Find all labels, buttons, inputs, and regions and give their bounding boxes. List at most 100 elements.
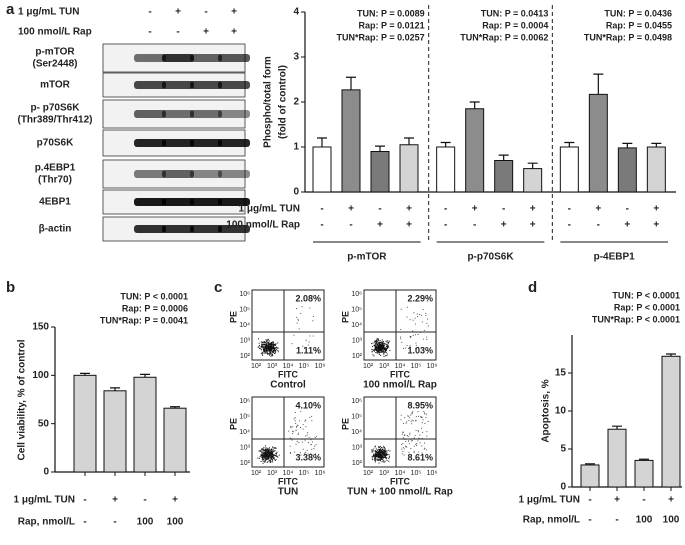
- x-tick-label: p-4EBP1: [594, 252, 636, 263]
- quadrant-percent: 2.29%: [407, 293, 433, 303]
- cell-event: [376, 454, 378, 456]
- cell-event: [267, 344, 269, 346]
- cell-event: [374, 340, 376, 342]
- cell-event: [380, 454, 382, 456]
- cell-event: [277, 456, 279, 458]
- error-bar: [469, 101, 480, 109]
- cell-event: [373, 454, 375, 456]
- cell-event: [378, 453, 380, 455]
- cell-event: [400, 336, 402, 338]
- cell-event: [275, 447, 277, 449]
- cell-event: [272, 355, 274, 357]
- cell-event: [267, 461, 269, 463]
- cell-event: [408, 415, 410, 417]
- x-tick-label: 10⁵: [299, 470, 310, 477]
- cell-event: [388, 456, 390, 458]
- cell-event: [380, 456, 382, 458]
- bar: [341, 89, 361, 193]
- cell-event: [400, 329, 402, 331]
- cell-event: [382, 453, 384, 455]
- cell-event: [376, 350, 378, 352]
- condition-mark: -: [588, 515, 591, 526]
- cell-event: [423, 442, 425, 444]
- cell-event: [311, 448, 313, 450]
- cell-event: [427, 318, 429, 320]
- cell-event: [264, 455, 266, 457]
- condition-mark: -: [204, 7, 207, 18]
- cell-event: [426, 336, 428, 338]
- condition-mark: +: [406, 204, 412, 215]
- cell-event: [265, 342, 267, 344]
- cell-event: [269, 351, 271, 353]
- cell-event: [373, 458, 375, 460]
- cell-event: [376, 343, 378, 345]
- cell-event: [378, 456, 380, 458]
- cell-event: [265, 345, 267, 347]
- y-tick-label: 10⁴: [239, 429, 250, 436]
- y-tick-label: 10³: [352, 337, 363, 344]
- cell-event: [419, 434, 421, 436]
- cell-event: [267, 342, 269, 344]
- cell-event: [264, 457, 266, 459]
- cell-event: [378, 347, 380, 349]
- cell-event: [273, 455, 275, 457]
- cell-event: [267, 347, 269, 349]
- condition-mark: +: [231, 7, 237, 18]
- cell-event: [273, 454, 275, 456]
- cell-event: [414, 334, 416, 336]
- plot-caption: TUN + 100 nmol/L Rap: [347, 487, 453, 498]
- x-tick-label: 10⁴: [395, 470, 406, 477]
- error-bar: [110, 387, 120, 391]
- cell-event: [265, 349, 267, 351]
- cell-event: [265, 347, 267, 349]
- cell-event: [274, 350, 276, 352]
- cell-event: [297, 318, 299, 320]
- cell-event: [309, 416, 311, 418]
- y-tick-label: 10⁴: [351, 322, 362, 329]
- cell-event: [273, 350, 275, 352]
- cell-event: [269, 451, 271, 453]
- cell-event: [377, 458, 379, 460]
- cell-event: [403, 431, 405, 433]
- cell-event: [381, 341, 383, 343]
- cell-event: [422, 431, 424, 433]
- cell-event: [405, 445, 407, 447]
- cell-event: [425, 413, 427, 415]
- cell-event: [272, 345, 274, 347]
- cell-event: [273, 342, 275, 344]
- cell-event: [270, 343, 272, 345]
- cell-event: [412, 330, 414, 332]
- cell-event: [376, 454, 378, 456]
- cell-event: [374, 348, 376, 350]
- cell-event: [263, 350, 265, 352]
- cell-event: [265, 454, 267, 456]
- blot-row-label: p- p70S6K: [31, 103, 81, 114]
- cell-event: [265, 342, 267, 344]
- cell-event: [267, 454, 269, 456]
- cell-event: [268, 354, 270, 356]
- cell-event: [382, 457, 384, 459]
- cell-event: [262, 458, 264, 460]
- cell-event: [270, 355, 272, 357]
- cell-event: [381, 345, 383, 347]
- cell-event: [415, 429, 417, 431]
- condition-mark: -: [502, 204, 505, 215]
- y-tick-label: 50: [38, 418, 50, 429]
- cell-event: [378, 344, 380, 346]
- condition-mark: -: [568, 220, 571, 231]
- stat-annotation: TUN*Rap: P = 0.0257: [337, 32, 425, 42]
- cell-event: [267, 352, 269, 354]
- cell-event: [414, 323, 416, 325]
- y-tick-label: 10⁵: [351, 413, 362, 420]
- cell-event: [409, 319, 411, 321]
- blot-row-label: (Ser2448): [32, 59, 77, 70]
- cell-event: [271, 345, 273, 347]
- cell-event: [265, 457, 267, 459]
- cell-event: [421, 445, 423, 447]
- cell-event: [409, 345, 411, 347]
- cell-event: [274, 450, 276, 452]
- cell-event: [424, 423, 426, 425]
- cell-event: [373, 349, 375, 351]
- cell-event: [271, 454, 273, 456]
- cell-event: [298, 442, 300, 444]
